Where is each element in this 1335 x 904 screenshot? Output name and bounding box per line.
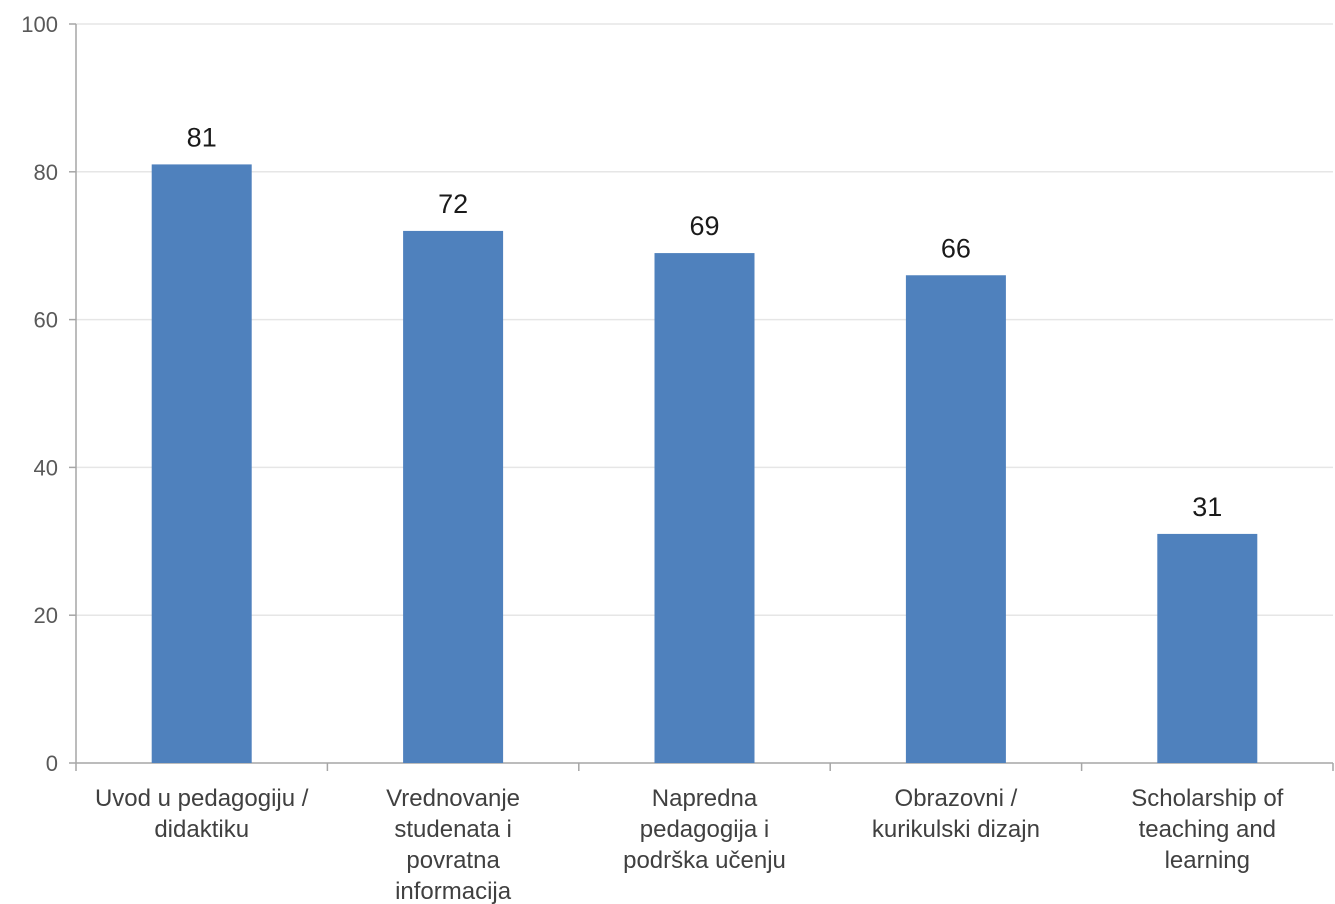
category-label-line: Scholarship of — [1131, 785, 1283, 812]
category-label-line: teaching and — [1139, 816, 1276, 843]
data-label: 31 — [1192, 492, 1222, 522]
category-label-line: Napredna — [652, 785, 758, 812]
category-label: Obrazovni / kurikulski dizajn — [872, 785, 1040, 843]
bar — [654, 253, 755, 763]
category-label: Uvod u pedagogiju / didaktiku — [95, 785, 309, 843]
data-label: 69 — [689, 211, 719, 241]
y-tick-label: 20 — [34, 603, 58, 628]
y-axis-ticks: 0 20 40 60 80 100 — [21, 12, 58, 776]
category-label-line: Vrednovanje — [386, 785, 520, 812]
category-label-line: kurikulski dizajn — [872, 816, 1040, 843]
y-tick-label: 0 — [46, 751, 58, 776]
bars — [151, 164, 1258, 764]
category-label-line: Uvod u pedagogiju / — [95, 785, 309, 812]
bar — [151, 164, 252, 763]
data-label: 72 — [438, 189, 468, 219]
y-tick-label: 60 — [34, 308, 58, 333]
data-label: 81 — [187, 122, 217, 152]
category-labels: Uvod u pedagogiju / didaktiku Vrednovanje s… — [95, 785, 1284, 904]
y-tick-label: 80 — [34, 160, 58, 185]
y-tick-label: 40 — [34, 455, 58, 480]
category-label-line: learning — [1165, 847, 1250, 874]
category-label: Vrednovanje studenata i povratna informacij… — [386, 785, 520, 904]
data-labels: 81 72 69 66 31 — [187, 122, 1223, 521]
category-label-line: pedagogija i — [640, 816, 769, 843]
category-label: Napredna pedagogija i podrška učenju — [623, 785, 786, 874]
category-label-line: povratna — [406, 847, 500, 874]
y-tick-label: 100 — [21, 12, 58, 37]
category-label-line: podrška učenju — [623, 847, 786, 874]
category-label-line: informacija — [395, 878, 512, 904]
category-label-line: didaktiku — [154, 816, 249, 843]
bar — [403, 230, 504, 764]
bar — [905, 275, 1006, 763]
category-label-line: Obrazovni / — [895, 785, 1018, 812]
category-label: Scholarship of teaching and learning — [1131, 785, 1283, 874]
bar — [1157, 533, 1258, 763]
data-label: 66 — [941, 233, 971, 263]
category-label-line: studenata i — [394, 816, 511, 843]
